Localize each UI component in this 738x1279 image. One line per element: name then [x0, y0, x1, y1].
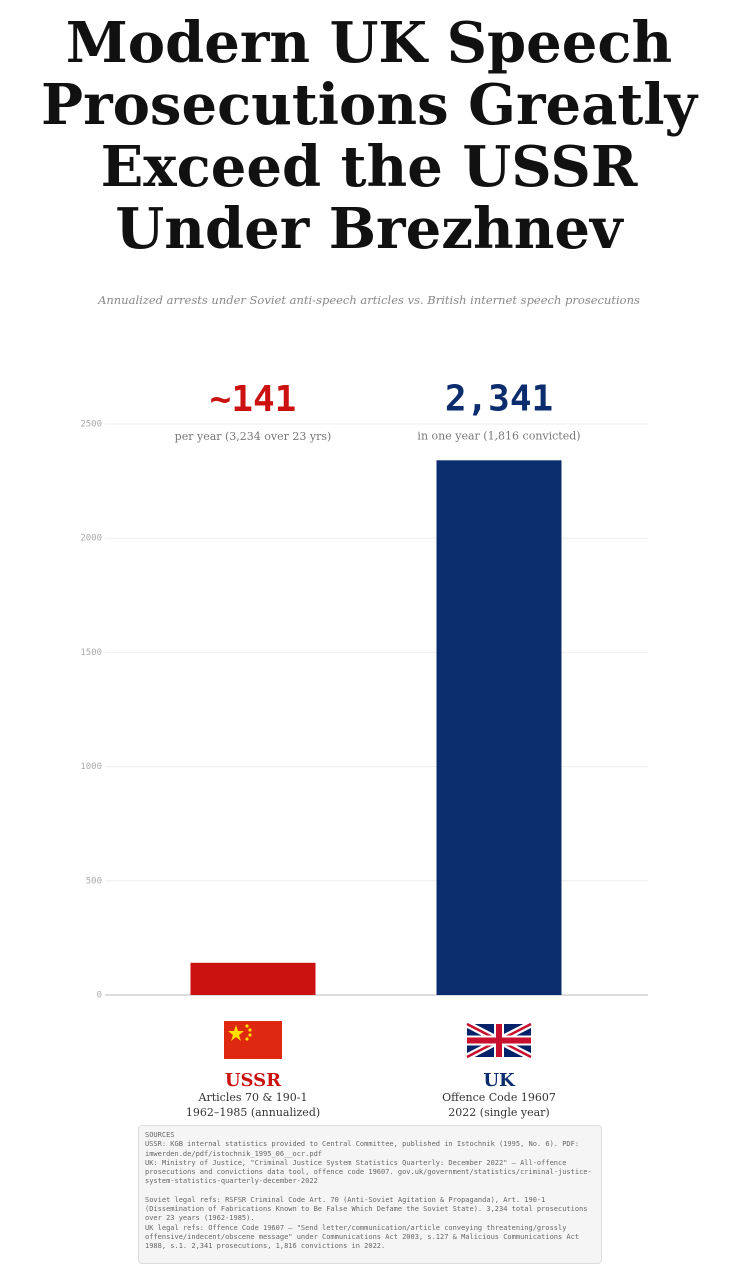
source-line: UK legal refs: Offence Code 19607 — "Sen… [145, 1223, 580, 1251]
sources-box: SOURCES USSR: KGB internal statistics pr… [138, 1125, 602, 1264]
ussr-flag [224, 1021, 282, 1059]
value-label: 2,341 [445, 378, 553, 419]
chart: Annualized arrests under Soviet anti-spe… [80, 293, 648, 1119]
uk-flag [465, 1020, 533, 1061]
source-line: Soviet legal refs: RSFSR Criminal Code A… [145, 1195, 588, 1223]
source-line: USSR: KGB internal statistics provided t… [145, 1140, 580, 1158]
category-detail: 1962–1985 (annualized) [186, 1106, 320, 1119]
source-line: UK: Ministry of Justice, "Criminal Justi… [145, 1158, 592, 1186]
y-tick-label: 0 [97, 991, 102, 1001]
y-tick-label: 2000 [80, 534, 102, 544]
y-tick-label: 500 [86, 876, 102, 886]
bar [436, 460, 562, 995]
category-detail: Articles 70 & 190-1 [198, 1091, 308, 1104]
y-tick-label: 2500 [80, 420, 102, 430]
y-tick-label: 1000 [80, 762, 102, 772]
category-detail: Offence Code 19607 [442, 1091, 556, 1104]
x-tick-label: USSR [225, 1070, 282, 1091]
annotation: in one year (1,816 convicted) [417, 429, 580, 442]
x-tick-label: UK [483, 1070, 516, 1091]
bar [190, 962, 316, 995]
chart-title: Modern UK Speech Prosecutions Greatly Ex… [40, 10, 698, 262]
y-tick-label: 1500 [80, 648, 102, 658]
sources-heading: SOURCES [145, 1131, 175, 1139]
value-label: ~141 [210, 379, 297, 420]
annotation: per year (3,234 over 23 yrs) [175, 430, 332, 443]
category-detail: 2022 (single year) [448, 1106, 549, 1119]
chart-subtitle: Annualized arrests under Soviet anti-spe… [97, 293, 640, 307]
